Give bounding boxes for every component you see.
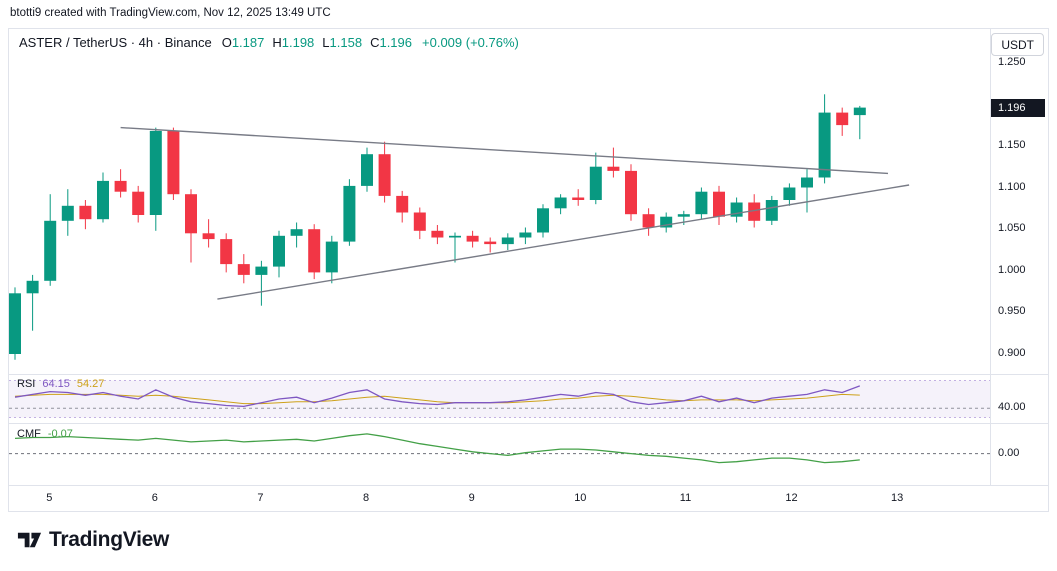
pane-separator [9,485,1048,486]
open-value: 1.187 [231,35,265,50]
price-axis-label: 1.100 [998,180,1026,193]
cmf-value: -0.07 [47,428,73,440]
price-axis-label: 1.050 [998,222,1026,235]
cmf-title[interactable]: CMF [17,428,41,440]
ohlc-close: C1.196 [370,35,412,50]
attribution-text: btotti9 created with TradingView.com, No… [10,7,331,19]
ohlc-low: L1.158 [322,35,362,50]
time-axis-label: 11 [679,492,692,504]
price-change: +0.009 (+0.76%) [422,35,519,50]
price-axis-label: 0.900 [998,347,1026,359]
chart-header: ASTER / TetherUS · 4h · Binance O1.187 H… [19,29,519,56]
price-axis-label: 0.950 [998,305,1026,318]
high-label: H [272,35,282,50]
open-label: O [221,35,232,50]
rsi-axis-label: 40.00 [998,401,1026,414]
rsi-ma-value: 54.27 [76,378,105,390]
time-axis-label: 13 [891,492,904,504]
tradingview-logo-text: TradingView [49,527,170,551]
price-tag: 1.196 [991,98,1045,117]
price-axis-label: 1.250 [998,55,1026,68]
high-value: 1.198 [281,35,315,50]
tradingview-logo-icon [17,532,42,548]
rsi-legend: RSI 64.15 54.27 [17,378,104,390]
cmf-axis-label: 0.00 [998,446,1020,459]
time-axis-label: 5 [46,492,53,504]
candlestick-svg[interactable] [9,56,991,374]
time-axis-label: 7 [257,492,264,504]
time-axis[interactable]: 5 6 7 8 9 10 11 12 13 [9,486,991,512]
close-value: 1.196 [379,35,413,50]
symbol-title[interactable]: ASTER / TetherUS · 4h · Binance [19,35,212,50]
time-axis-label: 8 [363,492,370,504]
rsi-title[interactable]: RSI [17,378,36,390]
ohlc-values: O1.187 H1.198 L1.158 C1.196 [222,35,412,50]
time-axis-label: 9 [468,492,475,504]
price-axis[interactable]: 40.00 0.00 1.250 1.150 1.100 1.050 1.000 0.95… [990,29,1049,485]
pane-separator [9,374,1048,375]
ohlc-open: O1.187 [222,35,265,50]
currency-toggle-button[interactable]: USDT [991,33,1044,56]
low-label: L [322,35,330,50]
tradingview-logo[interactable]: TradingView [16,526,169,553]
time-axis-label: 12 [785,492,798,504]
cmf-svg[interactable] [9,424,991,485]
time-axis-label: 6 [151,492,158,504]
low-value: 1.158 [329,35,363,50]
rsi-svg[interactable] [9,375,991,423]
rsi-value: 64.15 [42,378,70,390]
chart-widget: ASTER / TetherUS · 4h · Binance O1.187 H… [8,28,1049,512]
pane-separator [9,423,1048,424]
price-axis-label: 1.000 [998,263,1026,276]
close-label: C [370,35,380,50]
ohlc-high: H1.198 [272,35,314,50]
time-axis-label: 10 [574,492,587,504]
cmf-legend: CMF -0.07 [17,428,73,440]
price-axis-label: 1.150 [998,138,1026,151]
